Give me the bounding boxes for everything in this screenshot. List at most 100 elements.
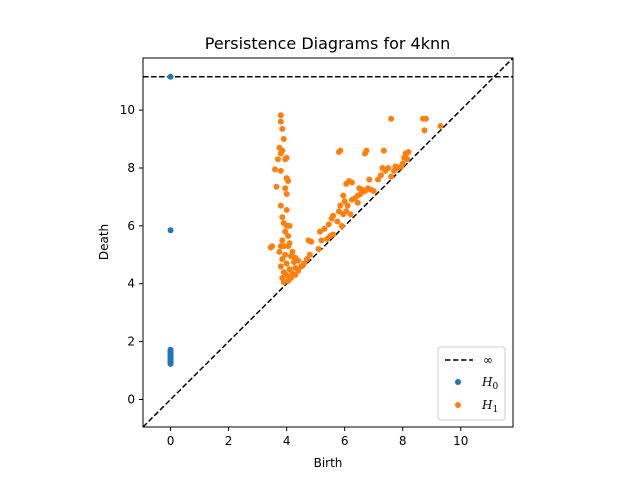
- h1-point: [362, 150, 368, 157]
- h1-point: [282, 228, 289, 235]
- h1-point: [315, 246, 322, 253]
- chart-title: Persistence Diagrams for 4knn: [205, 34, 451, 53]
- h1-point: [388, 173, 395, 180]
- h1-point: [437, 123, 444, 130]
- h1-point: [340, 192, 347, 199]
- h1-point: [301, 260, 308, 267]
- h1-point: [267, 244, 274, 251]
- h1-point: [370, 188, 377, 195]
- h1-point: [286, 266, 293, 273]
- h1-point: [277, 202, 284, 209]
- y-tick-label: 0: [127, 393, 135, 407]
- h1-point: [325, 221, 332, 228]
- y-tick-label: 4: [127, 277, 135, 291]
- y-axis-label: Death: [97, 224, 111, 260]
- h1-point: [399, 160, 406, 167]
- h1-point: [283, 272, 290, 279]
- h1-point: [380, 147, 387, 154]
- h1-point: [288, 274, 294, 281]
- legend-h1-subscript: 1: [492, 405, 498, 415]
- legend: ∞ H0 H1: [437, 346, 506, 421]
- x-tick-label: 10: [453, 434, 468, 448]
- h1-point: [277, 150, 284, 157]
- legend-box: [437, 346, 506, 421]
- h1-point: [276, 248, 283, 255]
- legend-h1-marker: [455, 402, 461, 408]
- h1-point: [334, 218, 341, 225]
- legend-infinity-label: ∞: [483, 353, 493, 367]
- x-tick-label: 0: [167, 434, 175, 448]
- h1-point: [279, 125, 286, 132]
- h0-point: [167, 73, 174, 80]
- h1-point: [277, 112, 284, 119]
- h1-point: [344, 202, 351, 209]
- plot-area: [142, 57, 514, 428]
- h1-point: [277, 167, 284, 174]
- h1-point: [279, 237, 286, 244]
- h0-point: [167, 227, 174, 234]
- x-tick-label: 6: [341, 434, 349, 448]
- h1-point: [347, 211, 354, 218]
- h1-point: [318, 237, 325, 244]
- h1-point: [348, 179, 355, 186]
- h1-point: [283, 191, 290, 198]
- x-axis-ticks: 0 2 4 6 8 10: [167, 427, 468, 448]
- legend-h0-subscript: 0: [492, 382, 498, 392]
- legend-h0-letter: H: [481, 375, 493, 389]
- h1-point: [337, 202, 344, 209]
- h1-point: [280, 243, 287, 250]
- h1-point: [286, 222, 293, 229]
- h1-point: [274, 156, 281, 163]
- h1-point: [422, 115, 429, 122]
- y-axis-ticks: 0 2 4 6 8 10: [120, 103, 143, 407]
- h1-point: [283, 206, 290, 213]
- h1-point: [285, 178, 292, 184]
- h1-point: [338, 222, 345, 229]
- h1-point: [366, 176, 373, 183]
- h1-point: [354, 199, 361, 206]
- h1-point: [330, 212, 337, 219]
- h1-point: [277, 118, 284, 125]
- h1-point: [385, 164, 392, 171]
- x-tick-label: 4: [283, 434, 291, 448]
- h1-point: [321, 225, 328, 232]
- h1-point: [285, 232, 292, 239]
- h1-point: [375, 176, 382, 183]
- h1-point: [335, 208, 342, 215]
- h1-point: [282, 251, 289, 258]
- h1-point: [317, 228, 324, 235]
- h1-point: [343, 208, 350, 215]
- x-tick-label: 8: [399, 434, 407, 448]
- h1-point: [273, 183, 280, 190]
- h1-point: [295, 267, 302, 274]
- h1-point: [388, 115, 395, 122]
- h1-point: [295, 257, 302, 264]
- y-tick-label: 6: [127, 219, 135, 233]
- x-tick-label: 2: [225, 434, 233, 448]
- h1-point: [292, 272, 299, 279]
- legend-h0-marker: [455, 379, 461, 385]
- x-axis-label: Birth: [314, 456, 343, 470]
- h1-point: [272, 166, 279, 173]
- h1-point: [306, 251, 313, 258]
- h1-point: [337, 147, 344, 154]
- h1-point: [377, 172, 384, 179]
- h1-point: [283, 260, 290, 267]
- h1-point: [277, 263, 284, 270]
- h1-point: [308, 238, 315, 245]
- diagonal-line: [142, 57, 514, 428]
- legend-h1-letter: H: [481, 398, 493, 412]
- y-tick-label: 10: [120, 103, 135, 117]
- h1-point: [421, 127, 428, 134]
- axes-frame: [142, 57, 514, 428]
- h1-point: [283, 154, 290, 161]
- y-tick-label: 2: [127, 335, 135, 349]
- y-tick-label: 8: [127, 161, 135, 175]
- h1-point: [330, 231, 337, 238]
- h1-point: [282, 185, 289, 192]
- h1-point: [303, 256, 310, 263]
- h1-point: [280, 136, 287, 143]
- h1-point: [402, 151, 409, 158]
- legend-h1-label: H1: [481, 398, 498, 415]
